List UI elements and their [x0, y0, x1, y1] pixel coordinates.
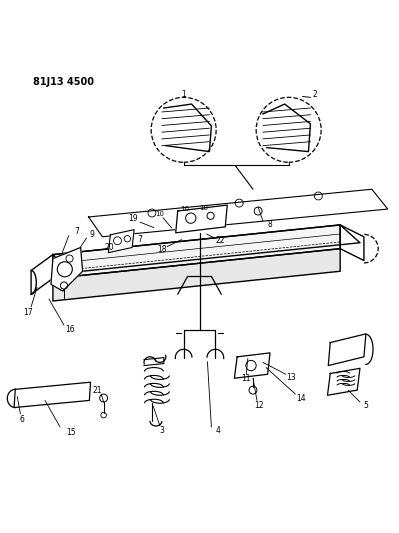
Polygon shape	[176, 205, 227, 233]
Text: 18: 18	[157, 245, 167, 254]
Text: 11: 11	[241, 374, 251, 383]
Text: 14: 14	[296, 393, 305, 402]
Text: 12: 12	[254, 401, 264, 410]
Text: 7: 7	[137, 235, 142, 244]
Text: 10: 10	[180, 206, 189, 212]
Polygon shape	[14, 382, 91, 408]
Text: 6: 6	[20, 415, 24, 424]
Text: 20: 20	[105, 244, 114, 253]
Text: 4: 4	[216, 426, 221, 434]
Text: 10: 10	[155, 211, 164, 217]
Text: 2: 2	[312, 90, 317, 99]
Polygon shape	[328, 334, 366, 366]
Text: 8: 8	[268, 220, 273, 229]
Text: 5: 5	[363, 401, 368, 410]
Polygon shape	[109, 230, 134, 253]
Text: 13: 13	[286, 373, 295, 382]
Polygon shape	[89, 189, 388, 237]
Text: 15: 15	[66, 427, 75, 437]
Text: 1: 1	[181, 90, 186, 99]
Text: 21: 21	[93, 385, 103, 394]
Polygon shape	[234, 353, 270, 378]
Text: 19: 19	[128, 214, 138, 223]
Text: 22: 22	[215, 236, 225, 245]
Polygon shape	[340, 225, 364, 261]
Text: 9: 9	[89, 230, 94, 238]
Polygon shape	[53, 249, 340, 301]
Text: 7: 7	[74, 227, 79, 236]
Polygon shape	[328, 368, 360, 395]
Text: 3: 3	[160, 426, 164, 434]
Text: 10: 10	[199, 205, 208, 211]
Text: 16: 16	[65, 325, 74, 334]
Text: 81J13 4500: 81J13 4500	[33, 77, 94, 87]
Text: 17: 17	[24, 308, 33, 317]
Polygon shape	[53, 225, 360, 272]
Polygon shape	[51, 247, 83, 291]
Polygon shape	[53, 225, 340, 278]
Polygon shape	[31, 255, 53, 294]
